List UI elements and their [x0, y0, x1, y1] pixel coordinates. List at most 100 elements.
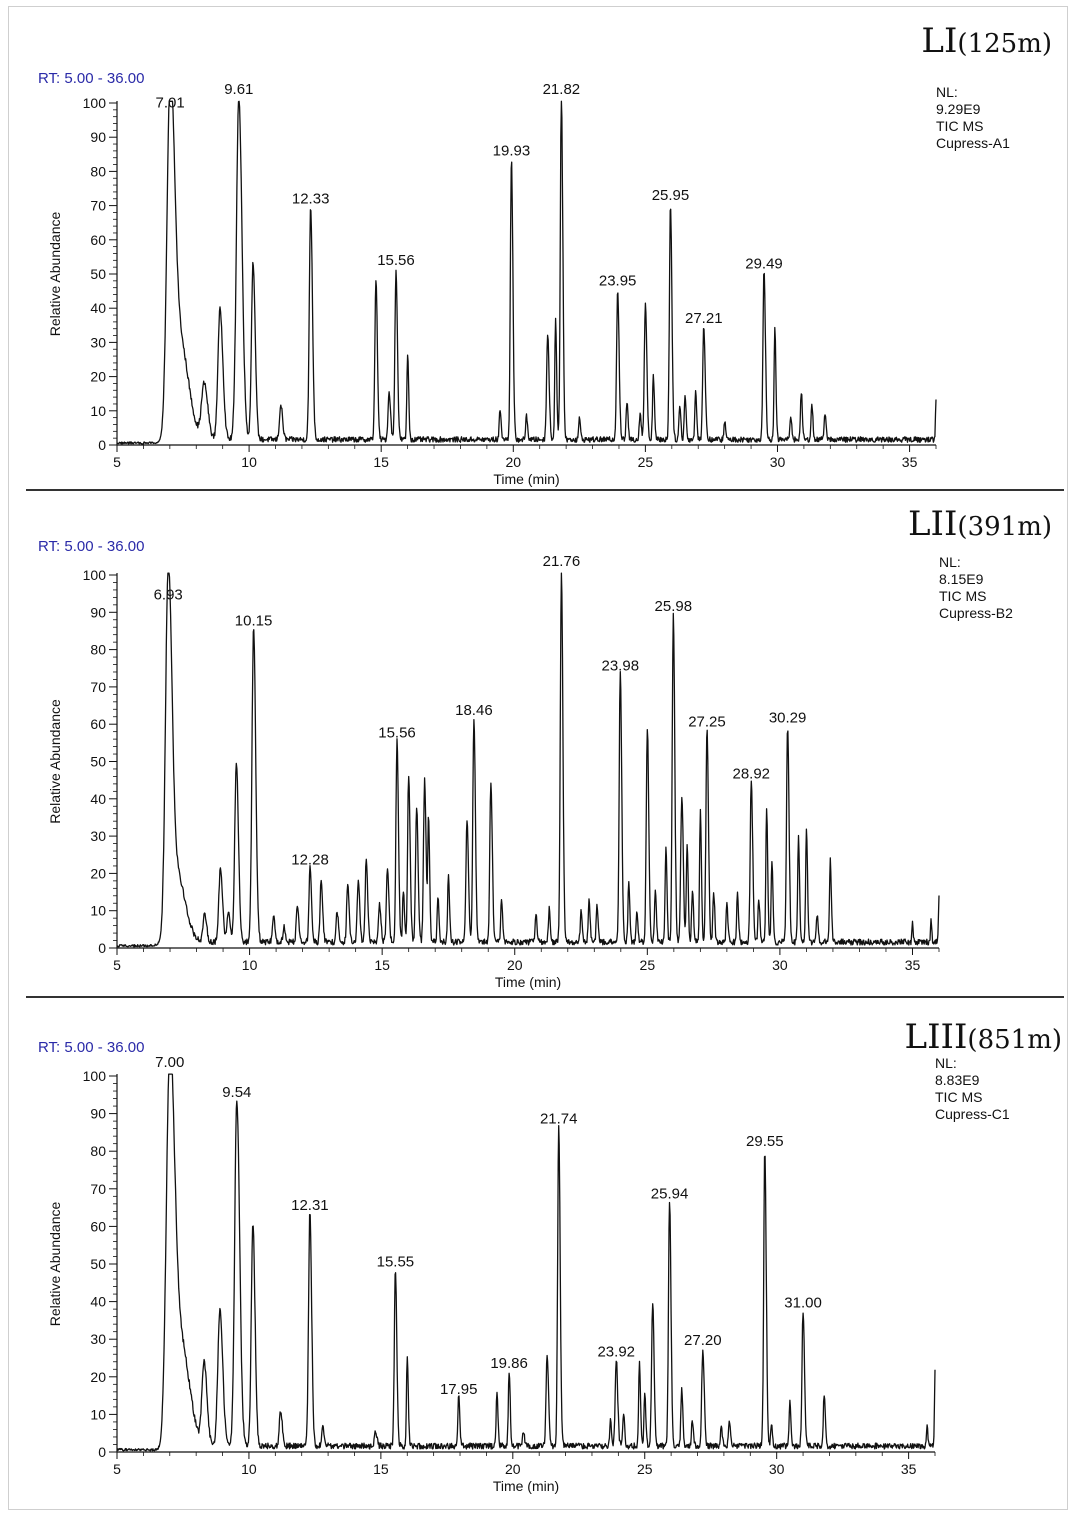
peak-label: 12.28: [291, 851, 329, 868]
x-tick-label: 5: [113, 957, 121, 973]
info-line: 8.83E9: [935, 1072, 980, 1088]
y-tick-label: 0: [98, 1444, 106, 1460]
y-tick-label: 100: [83, 567, 107, 583]
x-tick-label: 15: [373, 1461, 389, 1477]
x-tick-label: 35: [901, 1461, 917, 1477]
x-tick-label: 20: [506, 454, 522, 470]
y-tick-label: 60: [90, 1218, 106, 1234]
x-axis-label: Time (min): [493, 471, 559, 487]
y-tick-label: 90: [90, 604, 106, 620]
peak-label: 17.95: [440, 1381, 478, 1398]
x-tick-label: 5: [113, 1461, 121, 1477]
info-line: Cupress-A1: [936, 135, 1010, 151]
peak-label: 15.55: [377, 1253, 415, 1270]
peak-label: 21.76: [543, 553, 581, 570]
y-tick-label: 60: [90, 716, 106, 732]
x-axis-label: Time (min): [495, 974, 561, 990]
peak-label: 9.54: [222, 1084, 251, 1101]
peak-label: 23.98: [602, 657, 640, 674]
x-tick-label: 35: [905, 957, 921, 973]
panel-title-main: LII: [908, 504, 957, 544]
y-axis-label: Relative Abundance: [47, 699, 63, 824]
x-tick-label: 15: [374, 957, 390, 973]
peak-label: 28.92: [732, 766, 770, 783]
peak-label: 29.49: [745, 255, 783, 272]
peak-label: 9.61: [224, 81, 253, 98]
peak-label: 19.93: [493, 143, 531, 160]
y-tick-label: 20: [90, 369, 106, 385]
x-tick-label: 20: [505, 1461, 521, 1477]
x-tick-label: 30: [769, 1461, 785, 1477]
panel-title: LII(391m): [908, 504, 1052, 544]
peak-label: 27.21: [685, 310, 723, 327]
peak-label: 15.56: [377, 252, 415, 269]
peak-label: 25.94: [651, 1186, 689, 1203]
peak-label: 6.93: [154, 587, 183, 604]
peak-label: 19.86: [490, 1355, 528, 1372]
y-tick-label: 0: [98, 940, 106, 956]
x-tick-label: 25: [640, 957, 656, 973]
peak-label: 21.82: [543, 81, 581, 98]
rt-range-label: RT: 5.00 - 36.00: [38, 1039, 144, 1056]
peak-label: 7.01: [156, 95, 185, 112]
x-tick-label: 20: [507, 957, 523, 973]
peak-label: 25.95: [652, 187, 690, 204]
y-tick-label: 40: [90, 1294, 106, 1310]
panel-title-main: LI: [921, 21, 957, 61]
panel-title-sub: (391m): [957, 512, 1052, 542]
panel-title-main: LIII: [905, 1017, 968, 1057]
figure-border: [8, 6, 1068, 1510]
peak-label: 12.31: [291, 1197, 329, 1214]
info-line: NL:: [936, 84, 958, 100]
x-tick-label: 25: [637, 1461, 653, 1477]
y-tick-label: 70: [90, 1181, 106, 1197]
y-tick-label: 70: [90, 679, 106, 695]
peak-label: 25.98: [655, 598, 693, 615]
y-tick-label: 100: [83, 95, 107, 111]
x-tick-label: 30: [772, 957, 788, 973]
info-line: Cupress-B2: [939, 605, 1013, 621]
y-tick-label: 20: [90, 1369, 106, 1385]
y-tick-label: 0: [98, 437, 106, 453]
y-tick-label: 80: [90, 642, 106, 658]
chromatogram-trace: [116, 1073, 936, 1452]
info-line: 8.15E9: [939, 571, 984, 587]
panel-title: LIII(851m): [905, 1017, 1062, 1057]
chromatogram-trace: [116, 100, 937, 445]
y-tick-label: 10: [90, 903, 106, 919]
info-line: TIC MS: [939, 588, 986, 604]
peak-label: 23.95: [599, 273, 637, 290]
y-tick-label: 100: [83, 1068, 107, 1084]
peak-label: 27.25: [688, 713, 726, 730]
panel-title: LI(125m): [921, 21, 1052, 61]
y-tick-label: 70: [90, 198, 106, 214]
y-tick-label: 80: [90, 163, 106, 179]
y-tick-label: 50: [90, 1256, 106, 1272]
y-tick-label: 20: [90, 865, 106, 881]
rt-range-label: RT: 5.00 - 36.00: [38, 70, 144, 87]
panel-title-sub: (851m): [967, 1025, 1062, 1055]
peak-label: 30.29: [769, 710, 807, 727]
x-tick-label: 15: [373, 454, 389, 470]
y-tick-label: 80: [90, 1143, 106, 1159]
y-tick-label: 90: [90, 1106, 106, 1122]
peak-label: 23.92: [597, 1344, 635, 1361]
info-line: TIC MS: [935, 1089, 982, 1105]
info-line: NL:: [939, 554, 961, 570]
peak-label: 10.15: [235, 613, 273, 630]
y-tick-label: 10: [90, 403, 106, 419]
y-tick-label: 40: [90, 791, 106, 807]
x-axis-label: Time (min): [493, 1478, 559, 1494]
panel-title-sub: (125m): [957, 29, 1052, 59]
info-line: NL:: [935, 1055, 957, 1071]
rt-range-label: RT: 5.00 - 36.00: [38, 538, 144, 555]
x-tick-label: 10: [242, 957, 258, 973]
peak-label: 7.00: [155, 1054, 184, 1071]
x-tick-label: 5: [113, 454, 121, 470]
y-tick-label: 60: [90, 232, 106, 248]
x-tick-label: 10: [241, 1461, 257, 1477]
